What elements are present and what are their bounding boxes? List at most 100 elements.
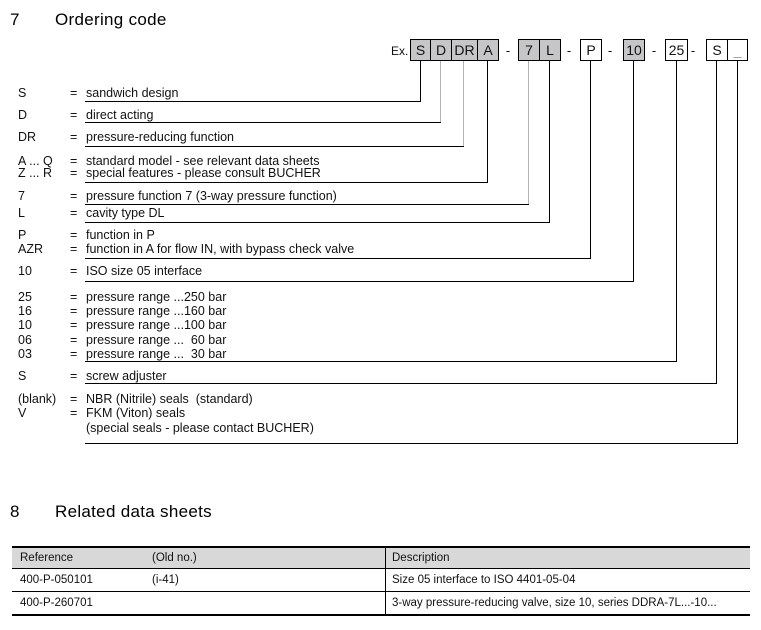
code-label: AZR — [18, 242, 43, 256]
code-box-direct: D — [430, 39, 452, 61]
table-header-old-no: (Old no.) — [152, 552, 197, 564]
code-description: sandwich design — [86, 86, 179, 100]
code-separator: - — [607, 43, 613, 58]
legend-row: 16 = pressure range ...160 bar — [0, 304, 761, 318]
code-label: L — [18, 206, 25, 220]
code-box-size: 10 — [623, 39, 645, 61]
connector-line — [633, 61, 634, 281]
underline-rule — [85, 122, 441, 123]
example-label: Ex. — [391, 44, 409, 58]
connector-line — [420, 61, 421, 101]
underline-rule — [85, 383, 717, 384]
connector-line — [549, 61, 550, 222]
connector-line — [463, 61, 464, 146]
code-box-sandwich: S — [410, 39, 431, 61]
code-label: (blank) — [18, 392, 57, 406]
legend-row: (blank) = NBR (Nitrile) seals (standard) — [0, 392, 761, 406]
equals-sign: = — [70, 406, 78, 420]
code-label: A ... Q — [18, 154, 53, 168]
code-description: NBR (Nitrile) seals (standard) — [86, 392, 253, 406]
equals-sign: = — [70, 154, 78, 168]
equals-sign: = — [70, 86, 78, 100]
equals-sign: = — [70, 347, 78, 361]
code-label: 25 — [18, 290, 32, 304]
legend-row: AZR = function in A for flow IN, with bypa… — [0, 242, 761, 256]
section-8-title: Related data sheets — [55, 502, 212, 521]
code-label: DR — [18, 130, 37, 144]
section-8-number: 8 — [10, 502, 20, 521]
legend-row: 03 = pressure range ... 30 bar — [0, 347, 761, 361]
code-description: (special seals - please contact BUCHER) — [86, 421, 314, 435]
equals-sign: = — [70, 333, 78, 347]
code-description: special features - please consult BUCHER — [86, 166, 321, 180]
code-separator: - — [566, 43, 572, 58]
code-box-cavity: L — [539, 39, 561, 61]
table-cell-reference: 400-P-050101 — [20, 574, 93, 586]
table-header-row: Reference (Old no.) Description — [12, 548, 750, 569]
legend-row: 10 = ISO size 05 interface — [0, 264, 761, 278]
code-description: pressure range ...160 bar — [86, 304, 227, 318]
equals-sign: = — [70, 166, 78, 180]
code-separator: - — [651, 43, 657, 58]
equals-sign: = — [70, 318, 78, 332]
equals-sign: = — [70, 369, 78, 383]
legend-row: 06 = pressure range ... 60 bar — [0, 333, 761, 347]
equals-sign: = — [70, 242, 78, 256]
underline-rule — [85, 443, 738, 444]
code-box-adjuster: S — [706, 39, 728, 61]
underline-rule — [85, 281, 634, 282]
section-7-number: 7 — [10, 10, 20, 29]
code-description: FKM (Viton) seals — [86, 406, 186, 420]
code-description: pressure range ... 60 bar — [86, 333, 227, 347]
legend-row: D = direct acting — [0, 108, 761, 122]
code-description: pressure range ...250 bar — [86, 290, 227, 304]
code-description: ISO size 05 interface — [86, 264, 203, 278]
legend-row: 25 = pressure range ...250 bar — [0, 290, 761, 304]
legend-row: 10 = pressure range ...100 bar — [0, 318, 761, 332]
connector-line — [590, 61, 591, 258]
underline-rule — [85, 222, 550, 223]
table-cell-description: Size 05 interface to ISO 4401-05-04 — [385, 569, 750, 591]
connector-line — [716, 61, 717, 383]
code-description: function in P — [86, 228, 155, 242]
code-label: 16 — [18, 304, 32, 318]
legend-row: L = cavity type DL — [0, 206, 761, 220]
code-label: 06 — [18, 333, 32, 347]
table-row: 400-P-260701 3-way pressure-reducing val… — [12, 592, 750, 614]
code-separator: - — [690, 43, 696, 58]
code-box-pressure-function: 7 — [518, 39, 540, 61]
code-label: 10 — [18, 264, 32, 278]
connector-line — [528, 61, 529, 204]
section-7-title: Ordering code — [55, 10, 167, 29]
connector-line — [487, 61, 488, 182]
table-cell-description: 3-way pressure-reducing valve, size 10, … — [385, 592, 750, 614]
code-description: function in A for flow IN, with bypass c… — [86, 242, 355, 256]
code-description: pressure range ...100 bar — [86, 318, 227, 332]
equals-sign: = — [70, 189, 78, 203]
code-label: 10 — [18, 318, 32, 332]
code-label: S — [18, 369, 27, 383]
code-label: 7 — [18, 189, 25, 203]
equals-sign: = — [70, 206, 78, 220]
legend-row: S = sandwich design — [0, 86, 761, 100]
legend-row: 7 = pressure function 7 (3-way pressure fu… — [0, 189, 761, 203]
legend-row: S = screw adjuster — [0, 369, 761, 383]
code-description: cavity type DL — [86, 206, 165, 220]
equals-sign: = — [70, 108, 78, 122]
legend-row: Z ... R = special features - please consul… — [0, 166, 761, 180]
equals-sign: = — [70, 264, 78, 278]
code-label: 03 — [18, 347, 32, 361]
underline-rule — [85, 204, 529, 205]
code-separator: - — [505, 43, 511, 58]
equals-sign: = — [70, 228, 78, 242]
underline-rule — [85, 361, 677, 362]
code-label: V — [18, 406, 27, 420]
underline-rule — [85, 182, 488, 183]
table-row: 400-P-050101 (i-41) Size 05 interface to… — [12, 569, 750, 592]
code-box-model: A — [477, 39, 499, 61]
connector-line — [737, 61, 738, 443]
code-description: standard model - see relevant data sheet… — [86, 154, 320, 168]
connector-line — [440, 61, 441, 122]
table-header-reference: Reference — [20, 552, 74, 564]
